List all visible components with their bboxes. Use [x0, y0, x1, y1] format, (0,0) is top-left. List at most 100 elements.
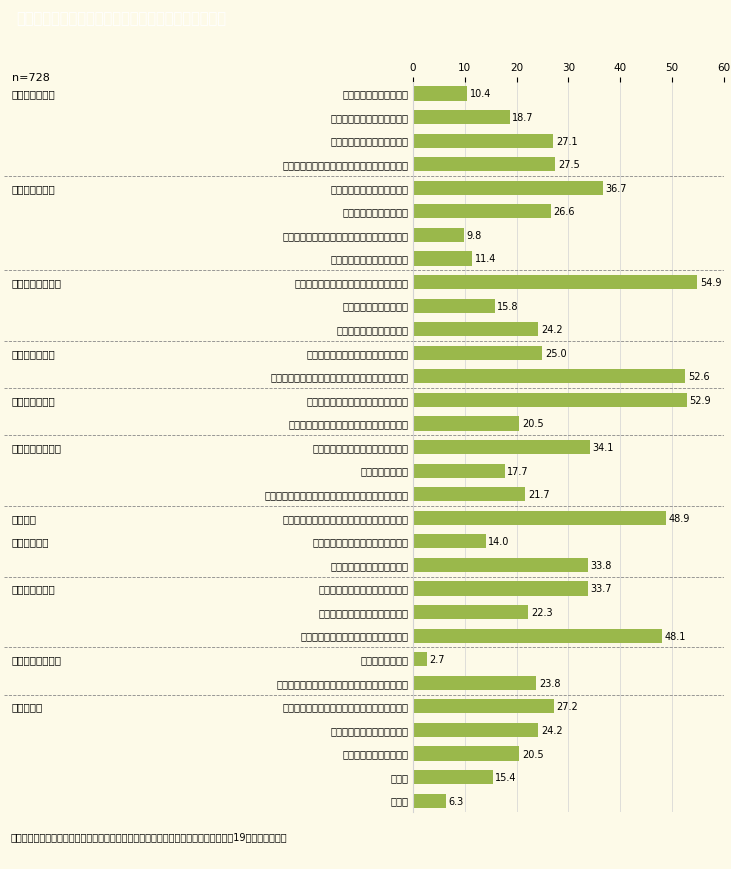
Bar: [413, 158, 556, 172]
Text: 22.3: 22.3: [531, 607, 553, 617]
Text: 20.5: 20.5: [522, 419, 543, 429]
Text: 18.7: 18.7: [512, 113, 534, 123]
Text: １－３－２図　離れて生活を始めるに当たっての困難: １－３－２図 離れて生活を始めるに当たっての困難: [16, 10, 226, 26]
Text: 公的賃貸住宅に入居できない: 公的賃貸住宅に入居できない: [331, 136, 409, 146]
Bar: [413, 581, 588, 596]
Text: 健康保険や年金などの手続がめんどう: 健康保険や年金などの手続がめんどう: [307, 348, 409, 358]
Text: 34.1: 34.1: [592, 442, 613, 453]
Text: 33.7: 33.7: [590, 584, 612, 594]
Bar: [413, 275, 697, 289]
Text: 52.9: 52.9: [689, 395, 711, 406]
Bar: [413, 135, 553, 149]
Text: 公的機関等の支援者から心ない言葉をかけられた: 公的機関等の支援者から心ない言葉をかけられた: [277, 678, 409, 688]
Text: 【子どものこと】: 【子どものこと】: [12, 442, 62, 453]
Text: 就職に必要な技能がない: 就職に必要な技能がない: [343, 207, 409, 217]
Text: 民間賃貸住宅に入居するための保証人がいない: 民間賃貸住宅に入居するための保証人がいない: [283, 160, 409, 170]
Text: どうすれば自立して生活できるのか情報がない: どうすれば自立して生活できるのか情報がない: [283, 701, 409, 712]
Bar: [413, 87, 467, 102]
Text: 2.7: 2.7: [430, 654, 445, 665]
Text: 子どもを相手のもとから取り戻すことや子どもの親権: 子どもを相手のもとから取り戻すことや子どもの親権: [265, 489, 409, 500]
Text: 当面の生活をするために必要なお金がない: 当面の生活をするために必要なお金がない: [295, 278, 409, 288]
Text: 14.0: 14.0: [488, 537, 510, 547]
Text: 【相手のこと】: 【相手のこと】: [12, 584, 56, 594]
Bar: [413, 346, 542, 361]
Text: 【住居のこと】: 【住居のこと】: [12, 90, 56, 99]
Text: 54.9: 54.9: [700, 278, 721, 288]
Text: 24.2: 24.2: [541, 325, 563, 335]
Text: 27.2: 27.2: [556, 701, 578, 712]
Text: 25.0: 25.0: [545, 348, 567, 358]
Text: 36.7: 36.7: [605, 183, 627, 194]
Text: 【健康のこと】: 【健康のこと】: [12, 395, 56, 406]
Text: お金がなくて病院での治療等を受けられない: お金がなくて病院での治療等を受けられない: [289, 419, 409, 429]
Text: その他: その他: [391, 773, 409, 782]
Text: 24.2: 24.2: [541, 725, 563, 735]
Bar: [413, 229, 463, 242]
Bar: [413, 746, 519, 760]
Text: 保護命令の申し立て手続がめんどう: 保護命令の申し立て手続がめんどう: [313, 537, 409, 547]
Bar: [413, 606, 529, 620]
Text: 20.5: 20.5: [522, 749, 543, 759]
Bar: [413, 511, 666, 525]
Text: 新しい環境になじめない: 新しい環境になじめない: [343, 749, 409, 759]
Bar: [413, 793, 446, 808]
Bar: [413, 252, 472, 266]
Text: 15.8: 15.8: [497, 302, 519, 311]
Text: 子どもの就学や保育所に関すること: 子どもの就学や保育所に関すること: [313, 442, 409, 453]
Text: 26.6: 26.6: [553, 207, 575, 217]
Text: 【経済的なこと】: 【経済的なこと】: [12, 278, 62, 288]
Bar: [413, 111, 510, 125]
Text: 【手続のこと】: 【手続のこと】: [12, 348, 56, 358]
Bar: [413, 700, 554, 713]
Text: 【支援者のこと】: 【支援者のこと】: [12, 654, 62, 665]
Bar: [413, 558, 588, 573]
Bar: [413, 653, 427, 667]
Bar: [413, 676, 537, 690]
Bar: [413, 770, 493, 784]
Text: 調停のこと】: 調停のこと】: [12, 537, 49, 547]
Text: 15.4: 15.4: [496, 773, 517, 782]
Text: 【裁判・: 【裁判・: [12, 514, 37, 523]
Bar: [413, 534, 485, 549]
Text: どのように就職活動をすればよいかわからない: どのように就職活動をすればよいかわからない: [283, 230, 409, 241]
Text: 相談できる人が周りにいない: 相談できる人が周りにいない: [331, 725, 409, 735]
Text: 23.8: 23.8: [539, 678, 561, 688]
Text: （備考）内閣府「配偶者からの暴力の被害者の自立支援等に関する調査結果」（平成19年）より作成。: （備考）内閣府「配偶者からの暴力の被害者の自立支援等に関する調査結果」（平成19…: [11, 831, 287, 841]
Text: 児童扶養手当がもらえない: 児童扶養手当がもらえない: [337, 325, 409, 335]
Text: 21.7: 21.7: [528, 489, 550, 500]
Text: 子どもの問題行動: 子どもの問題行動: [361, 466, 409, 476]
Text: 相手が子どもとの面会を要求する: 相手が子どもとの面会を要求する: [319, 607, 409, 617]
Text: 【就労のこと】: 【就労のこと】: [12, 183, 56, 194]
Bar: [413, 417, 519, 431]
Text: 母国語が通じない: 母国語が通じない: [361, 654, 409, 665]
Text: n=728: n=728: [12, 73, 50, 83]
Bar: [413, 322, 538, 337]
Text: 適当な就職先が見つからない: 適当な就職先が見つからない: [331, 183, 409, 194]
Text: 相手が怖くて家に荷物を取りに行けない: 相手が怖くて家に荷物を取りに行けない: [301, 631, 409, 641]
Text: 相手が離婚に応じてくれない: 相手が離婚に応じてくれない: [331, 561, 409, 570]
Bar: [413, 370, 686, 384]
Text: 48.1: 48.1: [664, 631, 686, 641]
Bar: [413, 205, 550, 219]
Bar: [413, 441, 590, 454]
Bar: [413, 629, 662, 643]
Text: 27.1: 27.1: [556, 136, 577, 146]
Text: 52.6: 52.6: [688, 372, 710, 381]
Text: 就職に必要な保証人がいない: 就職に必要な保証人がいない: [331, 254, 409, 264]
Text: 【その他】: 【その他】: [12, 701, 43, 712]
Text: 生活保護が受けられない: 生活保護が受けられない: [343, 302, 409, 311]
Text: 無回答: 無回答: [391, 796, 409, 806]
Text: 公的施設に入所できない: 公的施設に入所できない: [343, 90, 409, 99]
Text: 11.4: 11.4: [474, 254, 496, 264]
Bar: [413, 182, 603, 196]
Text: 自分の体調や気持ちが回復していない: 自分の体調や気持ちが回復していない: [307, 395, 409, 406]
Text: 相手からの追跡や嫌がらせがある: 相手からの追跡や嫌がらせがある: [319, 584, 409, 594]
Text: 民間賃貸住宅に入居できない: 民間賃貸住宅に入居できない: [331, 113, 409, 123]
Text: 27.5: 27.5: [558, 160, 580, 170]
Text: 17.7: 17.7: [507, 466, 529, 476]
Text: 10.4: 10.4: [469, 90, 491, 99]
Text: 6.3: 6.3: [448, 796, 463, 806]
Text: 48.9: 48.9: [669, 514, 690, 523]
Bar: [413, 723, 538, 737]
Bar: [413, 394, 687, 408]
